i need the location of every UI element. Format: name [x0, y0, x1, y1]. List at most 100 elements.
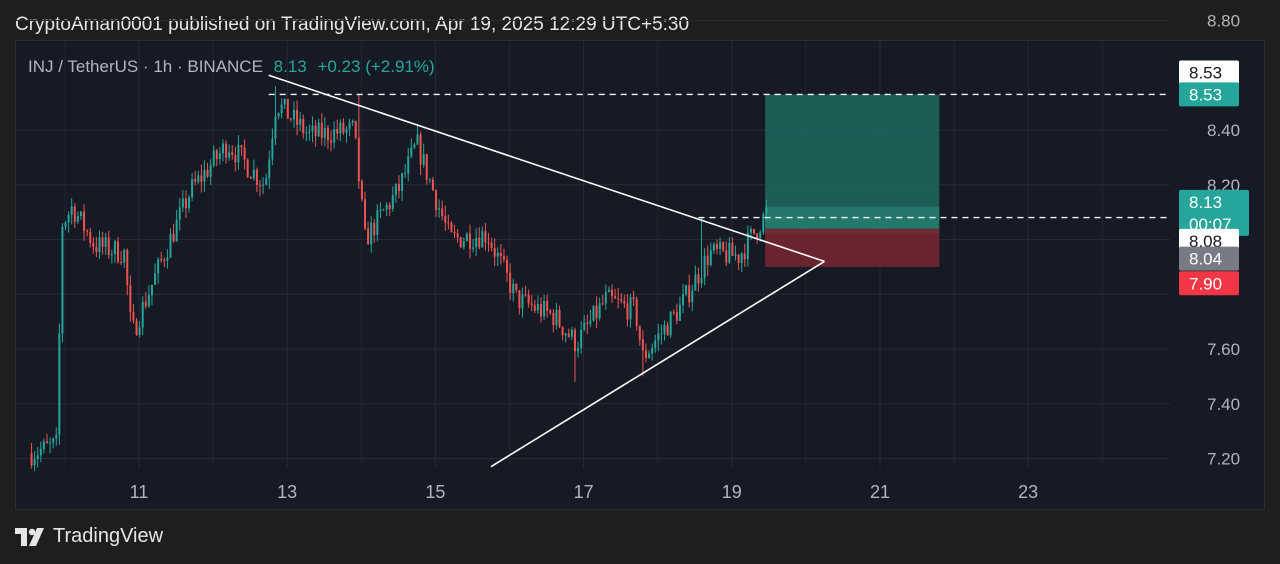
candle-body	[86, 230, 89, 232]
drawings[interactable]	[268, 74, 1170, 468]
x-tick-label: 13	[277, 482, 297, 502]
candle-body	[456, 233, 459, 238]
candle-body	[641, 339, 644, 351]
price-label-target_outline-bg	[1179, 60, 1239, 85]
grid	[16, 20, 1170, 468]
candle-body	[117, 241, 120, 262]
candle-body	[33, 459, 36, 466]
candle-body	[163, 259, 166, 261]
price-label-level: 8.08	[1189, 232, 1222, 251]
candle-body	[231, 152, 234, 155]
candle-body	[709, 250, 712, 266]
candle-body	[648, 353, 651, 358]
candle-body	[249, 176, 252, 179]
candle-body	[697, 274, 700, 284]
x-tick-label: 17	[574, 482, 594, 502]
candle-body	[364, 199, 367, 229]
tradingview-brand[interactable]: TradingView	[15, 525, 163, 548]
candle-body	[305, 132, 308, 134]
candle-body	[611, 289, 614, 297]
tradingview-logo-icon	[15, 527, 44, 546]
price-label-stop: 7.90	[1189, 274, 1222, 293]
candle-body	[539, 304, 542, 317]
candle-body	[731, 242, 734, 256]
chart-panel[interactable]	[15, 40, 1265, 510]
candle-body	[725, 250, 728, 263]
candle-body	[98, 237, 101, 253]
candle-body	[317, 122, 320, 137]
candle-body	[620, 299, 623, 301]
candle-body	[425, 154, 428, 180]
candle-body	[475, 238, 478, 248]
candle-body	[385, 204, 388, 210]
loss-zone	[765, 228, 940, 267]
candle-body	[749, 229, 752, 233]
candle-body	[169, 233, 172, 258]
candle-body	[302, 118, 305, 134]
y-tick-label: 8.40	[1207, 121, 1240, 140]
candle-body	[468, 233, 471, 249]
candle-body	[150, 284, 153, 296]
candle-body	[462, 241, 465, 248]
candle-body	[654, 340, 657, 349]
candle-body	[685, 285, 688, 295]
candle-body	[512, 283, 515, 293]
candle-body	[42, 441, 45, 450]
candle-body	[30, 453, 33, 466]
candle-body	[215, 150, 218, 159]
candle-body	[259, 184, 262, 186]
price-label-entry-bg	[1179, 246, 1239, 271]
symbol-legend[interactable]: INJ / TetherUS · 1h · BINANCE 8.13 +0.23…	[28, 57, 435, 77]
candle-body	[481, 231, 484, 248]
candle-body	[450, 222, 453, 232]
candle-body	[703, 255, 706, 279]
candle-body	[348, 122, 351, 129]
candle-body	[197, 175, 200, 182]
candle-body	[580, 329, 583, 349]
candle-body	[203, 169, 206, 182]
candle-body	[218, 153, 221, 159]
candle-body	[669, 311, 672, 336]
candle-body	[573, 329, 576, 352]
candle-body	[339, 122, 342, 134]
candle-body	[493, 248, 496, 257]
candle-body	[292, 109, 295, 120]
candle-body	[360, 181, 363, 200]
price-label-last: 8.13	[1189, 193, 1222, 212]
candle-body	[688, 285, 691, 303]
candle-body	[719, 242, 722, 250]
candle-body	[237, 145, 240, 163]
candle-body	[172, 233, 175, 242]
candle-body	[382, 209, 385, 211]
candle-body	[617, 298, 620, 300]
candle-body	[521, 294, 524, 309]
candle-body	[728, 242, 731, 263]
candle-body	[502, 256, 505, 260]
candle-body	[431, 179, 434, 191]
candle-body	[583, 322, 586, 330]
candle-body	[92, 242, 95, 247]
candle-body	[694, 274, 697, 291]
candle-body	[558, 309, 561, 327]
x-tick-label: 19	[722, 482, 742, 502]
candles	[30, 86, 768, 472]
candle-body	[286, 98, 289, 119]
candle-body	[52, 438, 55, 443]
candle-body	[357, 137, 360, 182]
candle-body	[144, 301, 147, 307]
candle-body	[271, 138, 274, 160]
candle-body	[200, 175, 203, 182]
candle-body	[296, 109, 299, 125]
candle-body	[678, 304, 681, 321]
candle-body	[601, 303, 604, 305]
candle-body	[626, 303, 629, 320]
candle-body	[552, 312, 555, 326]
candle-body	[61, 226, 64, 334]
candle-body	[506, 259, 509, 273]
candle-body	[289, 118, 292, 120]
candle-body	[135, 320, 138, 336]
x-tick-label: 15	[425, 482, 445, 502]
candle-body	[262, 184, 265, 186]
